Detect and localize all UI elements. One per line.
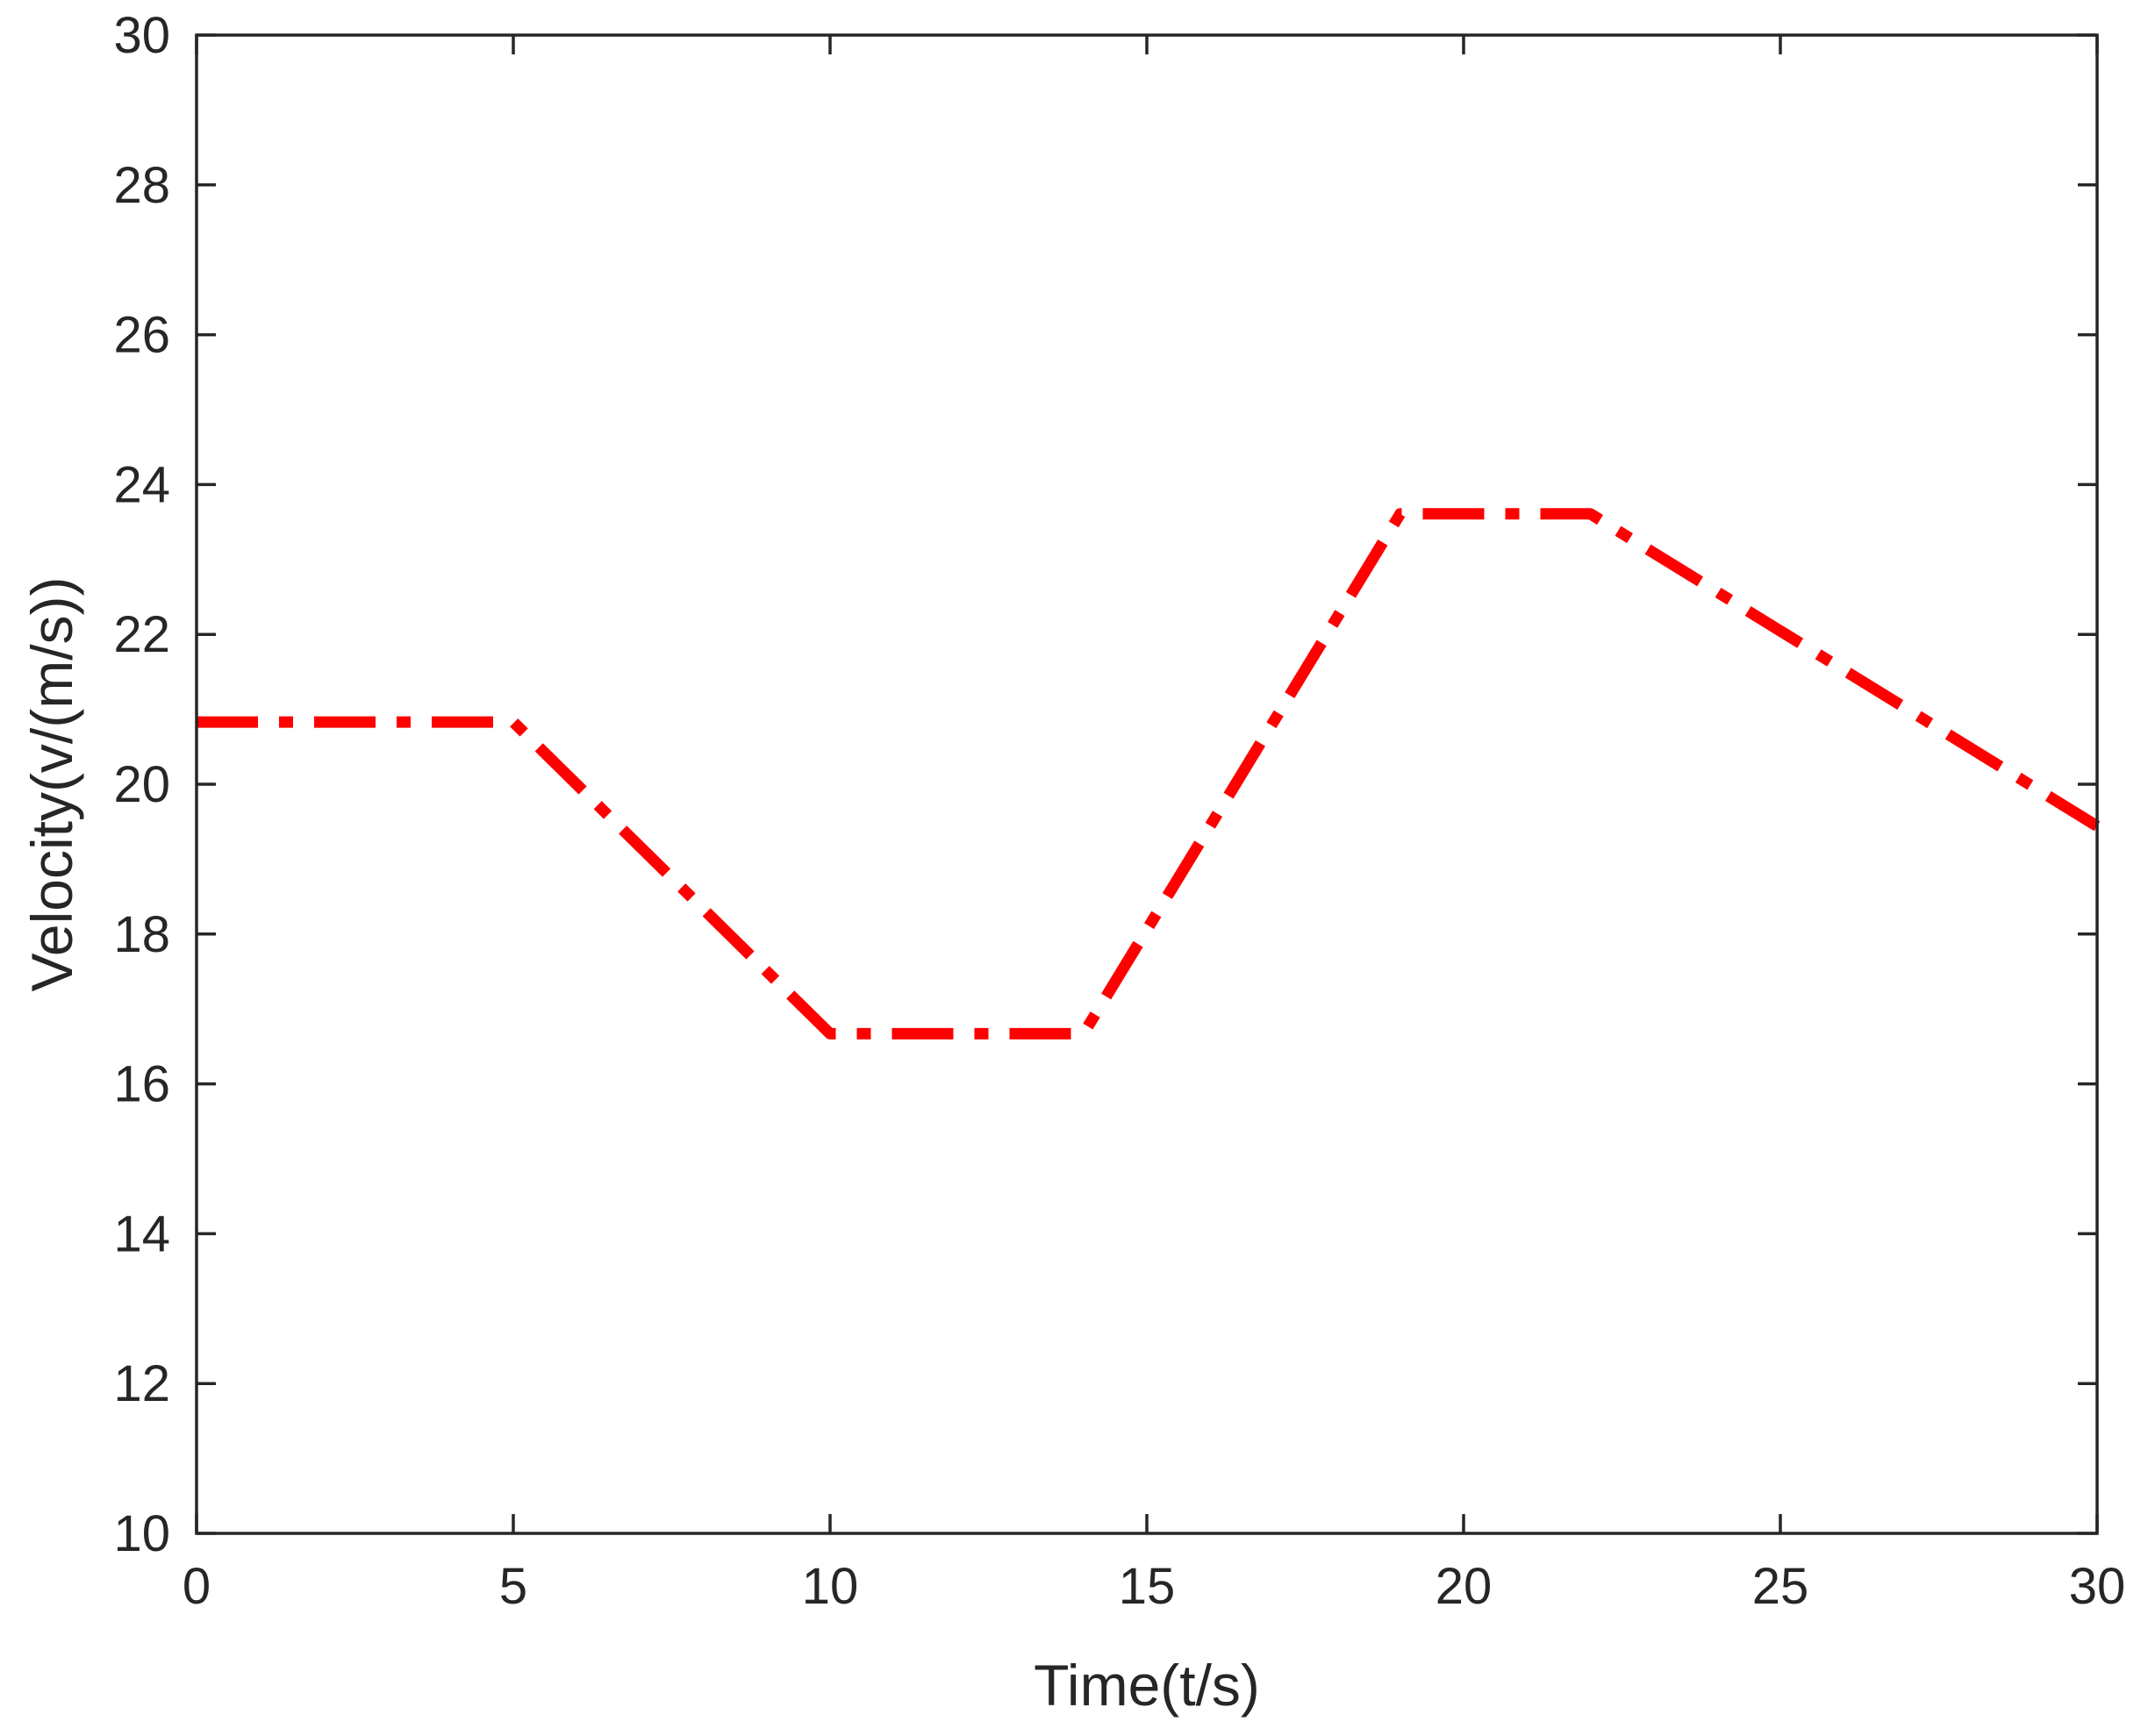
x-tick-label: 25 <box>1752 1558 1809 1615</box>
series-layer <box>197 508 2101 1039</box>
series-line-1 <box>197 508 2101 1039</box>
tick-labels-layer: 0 5 10 15 20 25 30 10 12 14 16 18 20 22 24 26 28 30 <box>113 7 2125 1615</box>
x-axis-title: Time(t/s) <box>1034 1653 1260 1718</box>
ticks-layer <box>195 33 2099 1535</box>
x-tick-label: 30 <box>2069 1558 2126 1615</box>
y-tick-label: 28 <box>113 157 170 214</box>
x-tick-label: 0 <box>183 1558 211 1615</box>
y-tick-label: 20 <box>113 756 170 813</box>
y-tick-label: 26 <box>113 307 170 364</box>
y-tick-label: 30 <box>113 7 170 64</box>
y-tick-label: 16 <box>113 1056 170 1113</box>
x-tick-label: 5 <box>499 1558 527 1615</box>
y-tick-label: 10 <box>113 1505 170 1562</box>
y-tick-label: 12 <box>113 1355 170 1412</box>
x-tick-label: 10 <box>802 1558 859 1615</box>
x-tick-label: 20 <box>1436 1558 1493 1615</box>
y-tick-label: 24 <box>113 456 170 513</box>
y-axis-title: Velocity(v/(m/s)) <box>19 576 84 991</box>
x-tick-label: 15 <box>1119 1558 1176 1615</box>
y-tick-label: 18 <box>113 906 170 963</box>
y-tick-label: 14 <box>113 1205 170 1262</box>
y-tick-label: 22 <box>113 606 170 663</box>
